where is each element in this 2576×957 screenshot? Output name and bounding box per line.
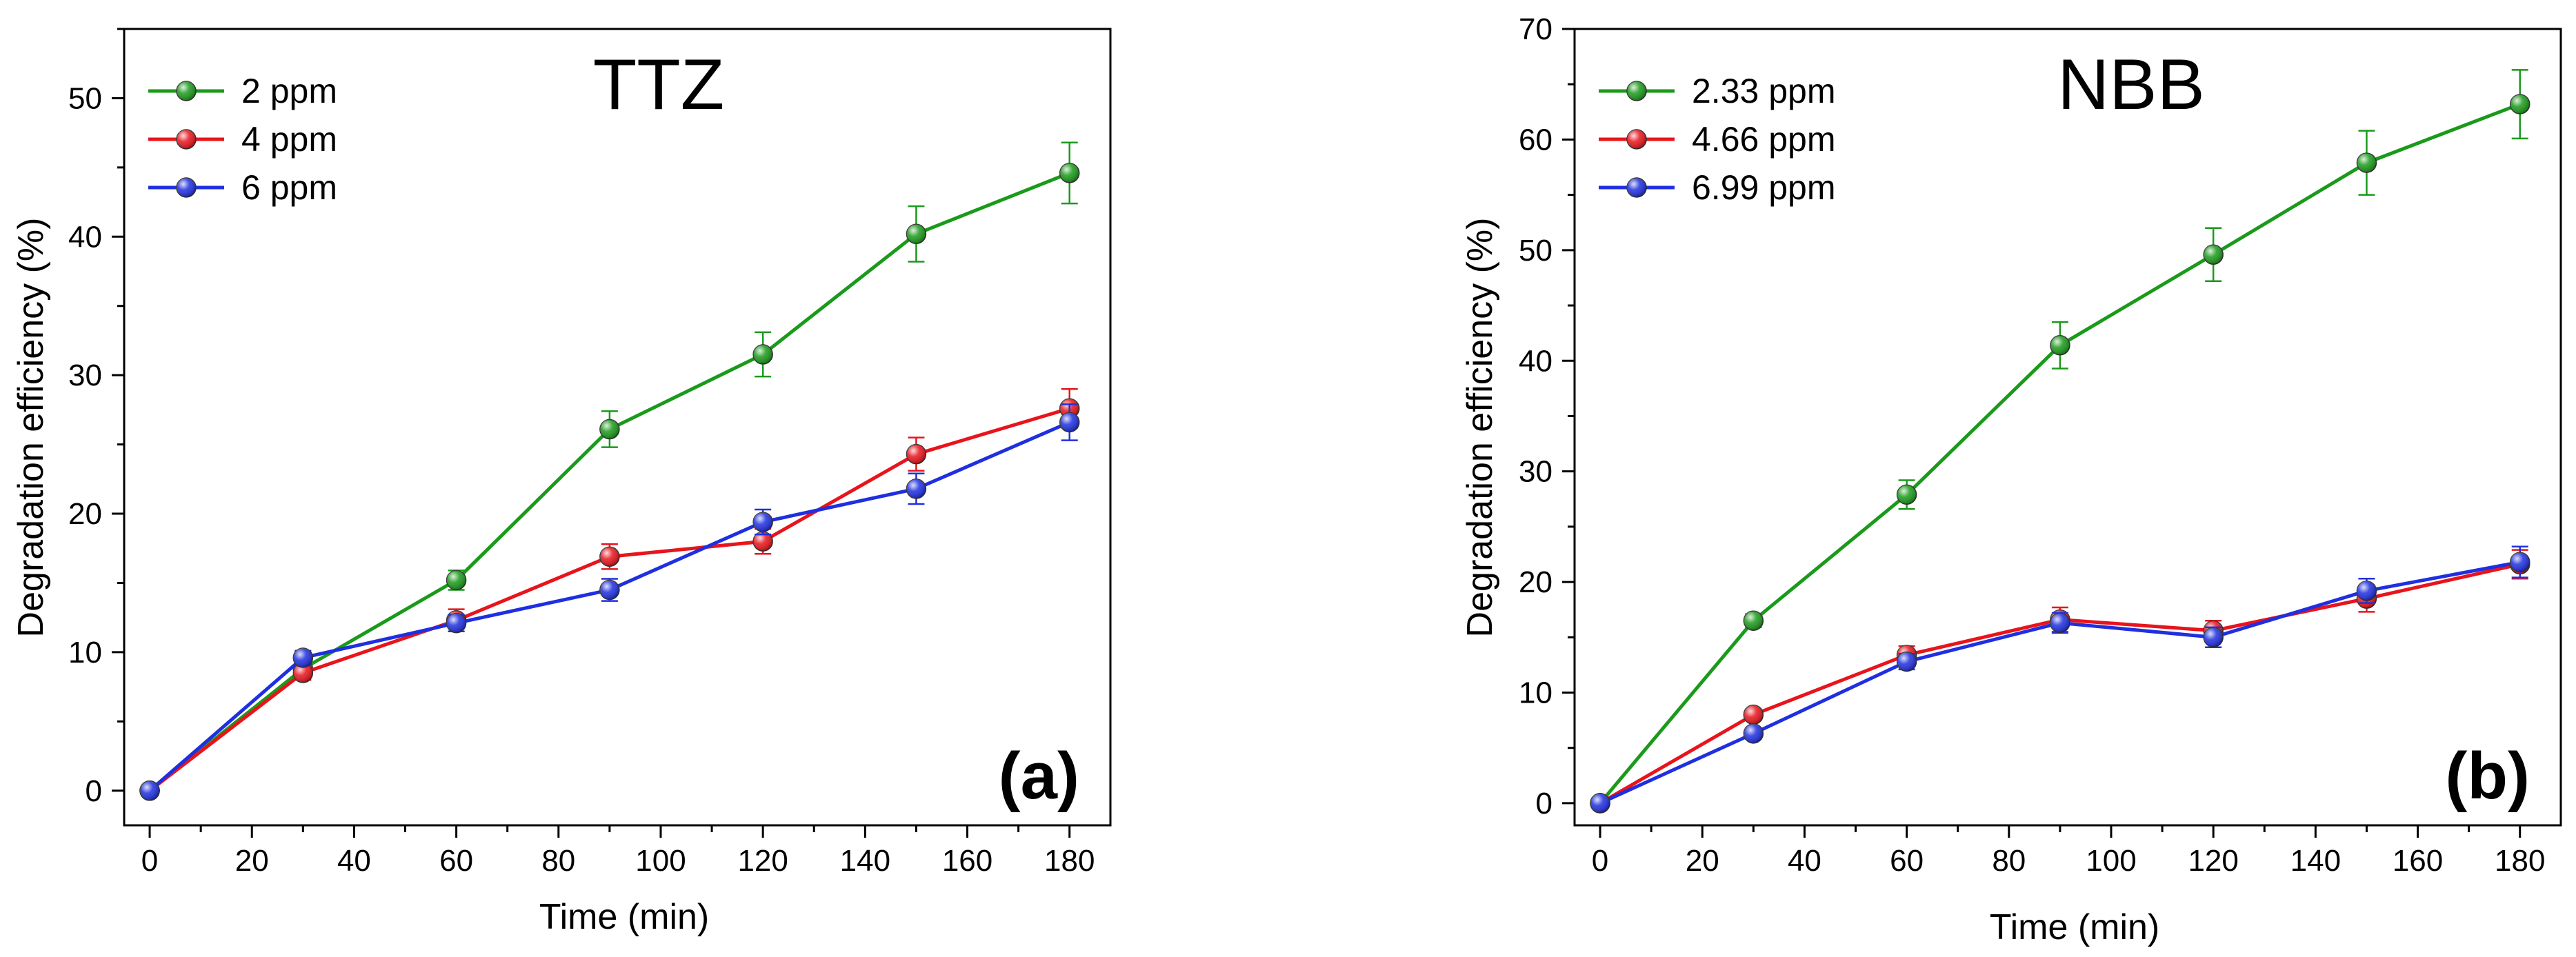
- series-line: [148, 421, 1070, 792]
- panel-label: (b): [2445, 739, 2530, 813]
- y-tick-label: 30: [68, 359, 102, 392]
- legend-marker-highlight: [1627, 81, 1646, 101]
- data-point-highlight: [2510, 94, 2530, 114]
- x-tick-label: 20: [1686, 844, 1719, 878]
- y-tick-label: 50: [1519, 234, 1552, 268]
- data-point-highlight: [753, 345, 773, 365]
- axis-ticks: 0 20 40 60 80 100 120 140 160 180 0 10 20 30 40 50: [68, 28, 1095, 878]
- x-tick-label: 140: [2290, 844, 2341, 878]
- y-tick-label: 20: [68, 497, 102, 531]
- y-tick-label: 40: [1519, 344, 1552, 378]
- legend-marker-highlight: [177, 81, 196, 101]
- data-point-highlight: [1059, 412, 1079, 432]
- data-point-highlight: [2050, 613, 2070, 633]
- x-tick-label: 0: [141, 844, 158, 878]
- data-series: [139, 141, 1080, 801]
- x-tick-label: 20: [235, 844, 269, 878]
- data-point-highlight: [753, 512, 773, 532]
- data-point-highlight: [599, 580, 619, 600]
- data-point-highlight: [2510, 552, 2530, 572]
- data-point-highlight: [1744, 705, 1764, 725]
- x-tick-label: 100: [635, 844, 686, 878]
- data-point-highlight: [599, 419, 619, 439]
- legend-label: 4.66 ppm: [1692, 120, 1835, 159]
- data-point-highlight: [1744, 611, 1764, 631]
- series-line: [1599, 562, 2521, 805]
- data-point-highlight: [2050, 335, 2070, 355]
- data-series: [1590, 69, 2530, 814]
- y-tick-label: 60: [1519, 123, 1552, 157]
- x-tick-label: 160: [942, 844, 992, 878]
- data-point-highlight: [140, 780, 160, 800]
- data-point-highlight: [753, 532, 773, 552]
- y-tick-label: 10: [68, 636, 102, 669]
- panel-label: (a): [999, 739, 1079, 813]
- data-point-highlight: [1059, 163, 1079, 183]
- chart-panel-a: 0 20 40 60 80 100 120 140 160 180 0 10 20 30 40 50 2 pp…: [11, 28, 1112, 937]
- y-tick-label: 70: [1519, 12, 1552, 46]
- x-axis-title: Time (min): [1990, 907, 2160, 947]
- legend-marker-highlight: [1627, 130, 1646, 149]
- y-tick-label: 0: [86, 774, 102, 808]
- legend-label: 2 ppm: [241, 72, 337, 110]
- data-point-highlight: [1590, 793, 1610, 813]
- data-point-highlight: [1897, 652, 1917, 672]
- x-tick-label: 180: [2495, 844, 2545, 878]
- x-tick-label: 80: [1992, 844, 2026, 878]
- x-tick-label: 160: [2393, 844, 2443, 878]
- series-line: [1599, 102, 2521, 805]
- legend: 2.33 ppm 4.66 ppm 6.99 ppm: [1599, 72, 1835, 207]
- x-tick-label: 0: [1592, 844, 1608, 878]
- data-point-highlight: [906, 479, 926, 498]
- legend-marker-highlight: [1627, 178, 1646, 197]
- y-tick-label: 30: [1519, 455, 1552, 489]
- y-tick-label: 40: [68, 220, 102, 254]
- data-point-highlight: [2357, 581, 2377, 601]
- legend-label: 2.33 ppm: [1692, 72, 1835, 110]
- axis-ticks: 0 20 40 60 80 100 120 140 160 180 0 10 20 30 40 50 60 70: [1519, 12, 2545, 878]
- chart-title: NBB: [2057, 45, 2205, 125]
- legend: 2 ppm 4 ppm 6 ppm: [148, 72, 337, 207]
- data-point-highlight: [906, 444, 926, 464]
- chart-title: TTZ: [593, 45, 725, 125]
- data-point-highlight: [906, 224, 926, 244]
- x-tick-label: 40: [1788, 844, 1821, 878]
- data-point-highlight: [2204, 245, 2224, 265]
- y-tick-label: 50: [68, 81, 102, 115]
- data-point-highlight: [1897, 485, 1917, 505]
- y-tick-label: 10: [1519, 676, 1552, 710]
- data-point-highlight: [293, 663, 313, 683]
- data-point-highlight: [2204, 627, 2224, 647]
- y-tick-label: 0: [1536, 787, 1552, 820]
- legend-label: 6 ppm: [241, 168, 337, 207]
- data-point-highlight: [446, 570, 466, 590]
- x-tick-label: 140: [840, 844, 890, 878]
- x-tick-label: 40: [337, 844, 371, 878]
- data-point-highlight: [599, 547, 619, 567]
- x-tick-label: 180: [1044, 844, 1095, 878]
- y-axis-title: Degradation efficiency (%): [1460, 218, 1500, 638]
- x-tick-label: 60: [1890, 844, 1924, 878]
- legend-marker-highlight: [177, 130, 196, 149]
- y-axis-title: Degradation efficiency (%): [11, 218, 51, 638]
- x-tick-label: 120: [737, 844, 788, 878]
- x-tick-label: 60: [439, 844, 473, 878]
- legend-marker-highlight: [177, 178, 196, 197]
- plot-frame: [1573, 28, 2562, 827]
- legend-label: 4 ppm: [241, 120, 337, 159]
- x-tick-label: 80: [541, 844, 575, 878]
- x-axis-title: Time (min): [539, 897, 710, 937]
- x-tick-label: 100: [2086, 844, 2136, 878]
- data-point-highlight: [1744, 723, 1764, 743]
- x-tick-label: 120: [2188, 844, 2238, 878]
- y-tick-label: 20: [1519, 565, 1552, 599]
- data-point-highlight: [446, 613, 466, 633]
- series-line: [1599, 560, 2521, 805]
- legend-label: 6.99 ppm: [1692, 168, 1835, 207]
- data-point-highlight: [2357, 153, 2377, 173]
- data-point-highlight: [293, 647, 313, 667]
- plot-frame: [123, 28, 1112, 827]
- chart-panel-b: 0 20 40 60 80 100 120 140 160 180010203040506070 …: [1460, 12, 2562, 947]
